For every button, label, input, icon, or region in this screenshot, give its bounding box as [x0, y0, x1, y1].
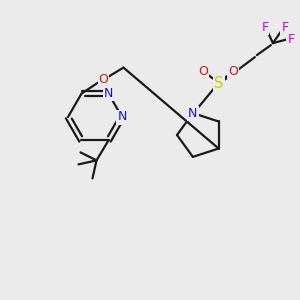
Text: F: F — [261, 21, 268, 34]
Text: O: O — [198, 64, 208, 78]
Text: N: N — [117, 110, 127, 124]
Text: S: S — [214, 76, 224, 91]
Text: F: F — [281, 21, 289, 34]
Text: F: F — [287, 33, 295, 46]
Text: O: O — [99, 73, 108, 86]
Text: O: O — [228, 64, 238, 78]
Text: N: N — [188, 106, 198, 120]
Text: N: N — [104, 87, 113, 100]
